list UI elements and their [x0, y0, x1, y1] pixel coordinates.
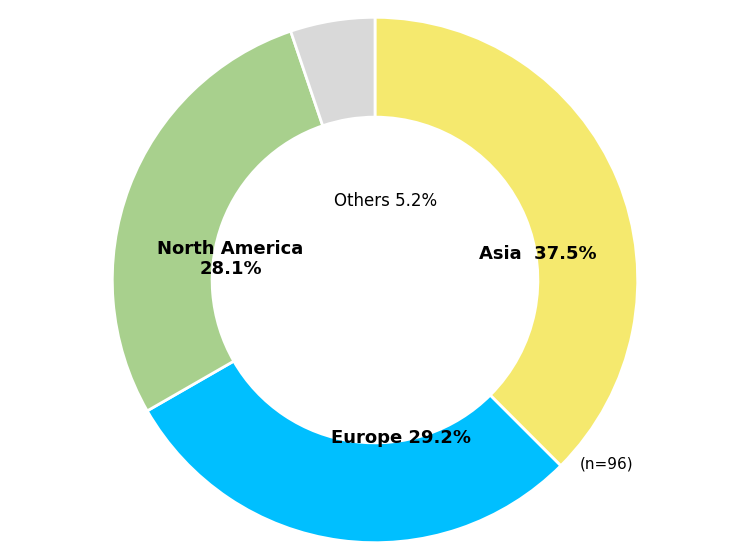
Wedge shape — [375, 17, 638, 466]
Text: Europe 29.2%: Europe 29.2% — [332, 428, 471, 447]
Wedge shape — [147, 361, 561, 543]
Wedge shape — [291, 17, 375, 126]
Wedge shape — [112, 31, 322, 411]
Text: North America
28.1%: North America 28.1% — [158, 240, 304, 278]
Text: (n=96): (n=96) — [579, 456, 633, 472]
Text: Asia  37.5%: Asia 37.5% — [479, 245, 597, 263]
Text: Others 5.2%: Others 5.2% — [334, 192, 437, 210]
